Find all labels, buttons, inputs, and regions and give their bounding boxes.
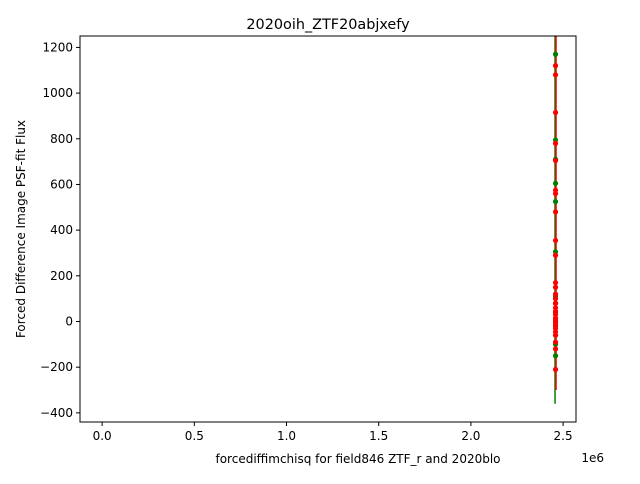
y-tick-label: 1000	[42, 86, 73, 100]
y-axis-label: Forced Difference Image PSF-fit Flux	[14, 120, 28, 338]
data-point-series-1	[552, 209, 559, 215]
x-tick-label: 1.0	[277, 429, 296, 443]
x-axis-ticks: 0.0 0.5 1.0 1.5 2.0 2.5	[93, 422, 573, 443]
data-point-series-1	[552, 300, 559, 306]
x-tick-label: 0.0	[93, 429, 112, 443]
x-tick-label: 2.5	[554, 429, 573, 443]
y-tick-label: 400	[50, 223, 73, 237]
chart-title: 2020oih_ZTF20abjxefy	[246, 17, 410, 33]
points-layer	[552, 51, 559, 373]
data-point-series-1	[552, 296, 559, 302]
data-point-series-1	[552, 72, 559, 78]
y-axis-ticks: −400 −200 0 200 400 600 800 1000 1200	[40, 40, 80, 420]
y-tick-label: −200	[40, 360, 73, 374]
y-tick-label: 1200	[42, 40, 73, 54]
y-tick-label: 800	[50, 132, 73, 146]
data-point-series-1	[552, 291, 559, 297]
plot-area	[80, 36, 576, 422]
data-point-series-1	[552, 339, 559, 345]
data-point-series-0	[552, 51, 559, 57]
data-point-series-1	[552, 237, 559, 244]
y-tick-label: 600	[50, 177, 73, 191]
data-point-series-1	[552, 140, 559, 146]
data-point-series-1	[552, 109, 559, 116]
x-axis-label: forcediffimchisq for field846 ZTF_r and …	[215, 452, 500, 466]
data-point-series-0	[552, 198, 559, 205]
data-point-series-0	[552, 353, 559, 359]
x-tick-label: 0.5	[185, 429, 204, 443]
data-point-series-1	[552, 332, 559, 338]
data-point-series-1	[552, 252, 559, 258]
axes-frame	[79, 35, 577, 423]
data-point-series-1	[552, 366, 559, 373]
data-point-series-1	[552, 346, 559, 352]
y-tick-label: −400	[40, 406, 73, 420]
data-point-series-1	[552, 190, 559, 197]
x-tick-label: 1.5	[369, 429, 388, 443]
x-tick-label: 2.0	[461, 429, 480, 443]
y-tick-label: 0	[65, 315, 73, 329]
data-point-series-1	[552, 63, 559, 69]
y-tick-label: 200	[50, 269, 73, 283]
x-axis-offset-label: 1e6	[581, 451, 604, 465]
data-point-series-1	[552, 284, 559, 290]
data-point-series-0	[552, 180, 559, 186]
data-point-series-1	[552, 280, 559, 286]
data-point-series-1	[552, 157, 559, 164]
